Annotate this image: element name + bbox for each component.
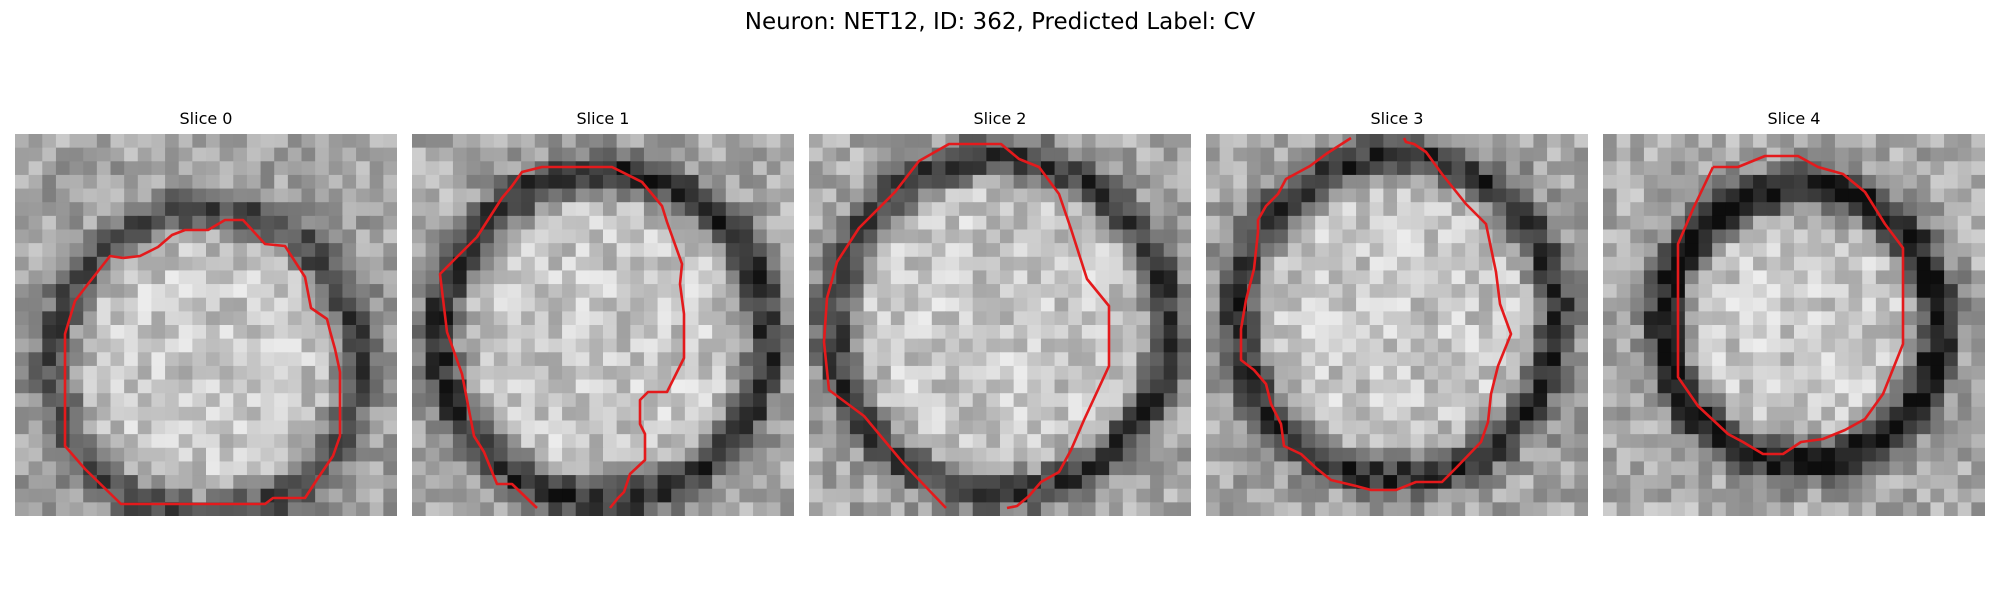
slice-2-contour <box>822 142 1111 510</box>
slice-3-image <box>1206 134 1588 516</box>
slice-0-title: Slice 0 <box>179 109 233 128</box>
slice-4-grayscale-pixels <box>1603 134 1985 516</box>
slice-0-contour <box>63 218 342 506</box>
figure-title: Neuron: NET12, ID: 362, Predicted Label:… <box>744 9 1256 35</box>
slice-0-image <box>15 134 397 516</box>
slice-4-contour <box>1676 154 1905 456</box>
slice-1-image <box>412 134 794 516</box>
slice-0-grayscale-pixels <box>15 134 397 516</box>
slice-2-title: Slice 2 <box>973 109 1027 128</box>
slice-2-grayscale-pixels <box>809 134 1191 516</box>
slice-1-contour <box>438 165 686 509</box>
slice-3-contour <box>1239 136 1513 492</box>
slice-3-title: Slice 3 <box>1370 109 1424 128</box>
slice-4-title: Slice 4 <box>1767 109 1821 128</box>
slice-1-grayscale-pixels <box>412 134 794 516</box>
slice-4-image <box>1603 134 1985 516</box>
slice-1-title: Slice 1 <box>576 109 630 128</box>
slice-2-image <box>809 134 1191 516</box>
slice-3-grayscale-pixels <box>1206 134 1588 516</box>
